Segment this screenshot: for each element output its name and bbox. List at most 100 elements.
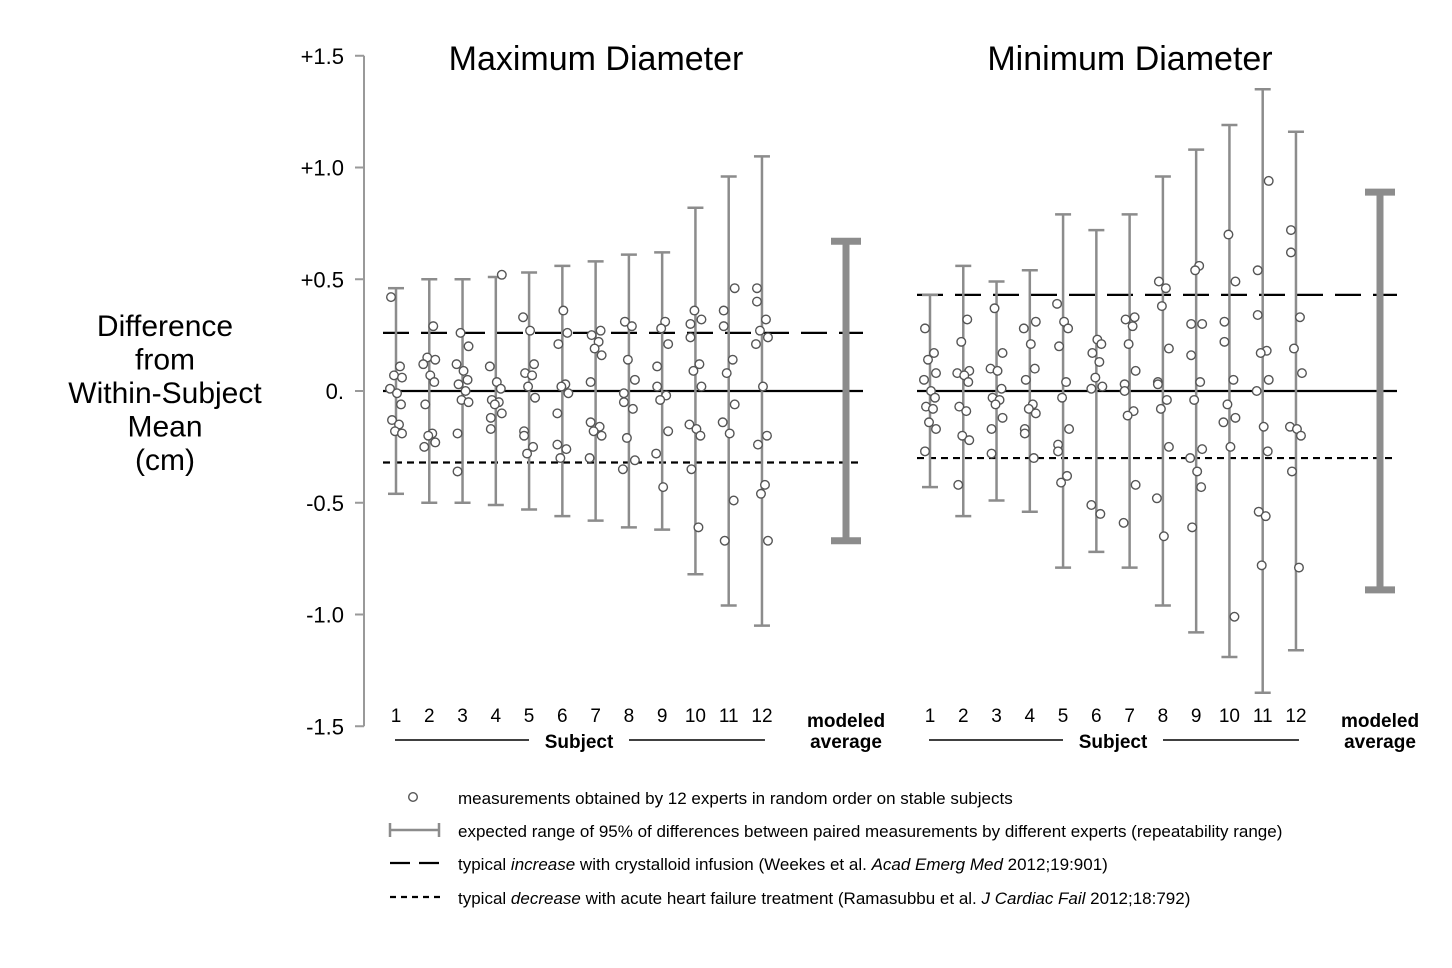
measurement-point (529, 359, 540, 370)
measurement-point (724, 428, 735, 439)
measurement-point (1130, 479, 1141, 490)
measurement-point (1253, 506, 1264, 517)
measurement-point (923, 354, 934, 365)
subject-9: 9 (1185, 148, 1208, 727)
measurement-point (463, 397, 474, 408)
measurement-point (1156, 301, 1167, 312)
subject-12: 12 (750, 155, 773, 727)
subject-6: 6 (1086, 228, 1108, 727)
measurement-point (489, 399, 500, 410)
measurement-point (528, 441, 539, 452)
measurement-point (553, 339, 564, 350)
measurement-point (751, 283, 762, 294)
measurement-point (1192, 466, 1203, 477)
measurement-point (496, 269, 507, 280)
measurement-point (460, 386, 471, 397)
measurement-point (1286, 466, 1297, 477)
measurement-point (430, 437, 441, 448)
measurement-point (1197, 444, 1208, 455)
measurement-point (1263, 175, 1274, 186)
measurement-point (518, 312, 529, 323)
modeled-average-label: average (1344, 732, 1416, 753)
measurement-point (695, 430, 706, 441)
measurement-point (1151, 493, 1162, 504)
measurement-point (1218, 417, 1229, 428)
measurement-point (757, 381, 768, 392)
measurement-point (929, 348, 940, 359)
measurement-point (552, 439, 563, 450)
measurement-point (696, 381, 707, 392)
measurement-point (996, 383, 1007, 394)
measurement-point (395, 361, 406, 372)
measurement-point (555, 453, 566, 464)
measurement-point (752, 439, 763, 450)
measurement-point (1061, 377, 1072, 388)
measurement-point (1030, 316, 1041, 327)
measurement-point (1097, 381, 1108, 392)
measurement-point (462, 374, 473, 385)
measurement-point (719, 535, 730, 546)
subject-tick-label: 9 (657, 706, 668, 727)
y-axis-label-line: Within-Subject (68, 377, 262, 410)
measurement-point (484, 361, 495, 372)
measurement-point (997, 412, 1008, 423)
subject-3: 3 (451, 278, 474, 727)
measurement-point (496, 408, 507, 419)
measurement-point (629, 374, 640, 385)
measurement-point (419, 441, 430, 452)
measurement-point (718, 321, 729, 332)
subject-tick-label: 3 (991, 706, 1002, 727)
measurement-point (1219, 316, 1230, 327)
measurement-point (585, 377, 596, 388)
measurement-point (761, 430, 772, 441)
y-tick-label: +1.0 (301, 156, 344, 181)
measurement-point (1294, 312, 1305, 323)
measurement-point (961, 406, 972, 417)
subject-tick-label: 7 (1124, 706, 1135, 727)
subject-1: 1 (385, 286, 408, 727)
measurement-point (931, 423, 942, 434)
measurement-point (589, 343, 600, 354)
measurement-point (663, 426, 674, 437)
subject-12: 12 (1284, 130, 1307, 727)
subject-tick-label: 4 (491, 706, 502, 727)
legend-circle-icon (408, 792, 419, 803)
measurement-point (522, 448, 533, 459)
subject-2: 2 (952, 264, 975, 727)
measurement-point (986, 448, 997, 459)
measurement-point (1053, 446, 1064, 457)
measurement-point (729, 283, 740, 294)
measurement-point (618, 397, 629, 408)
measurement-point (1263, 374, 1274, 385)
measurement-point (651, 448, 662, 459)
measurement-point (1256, 560, 1267, 571)
subject-tick-label: 7 (590, 706, 601, 727)
measurement-point (919, 374, 930, 385)
subject-7: 7 (1118, 213, 1141, 727)
subject-5: 5 (1052, 213, 1075, 727)
legend-item-circle: measurements obtained by 12 experts in r… (408, 789, 1013, 808)
measurement-point (386, 292, 397, 303)
measurement-point (1190, 265, 1201, 276)
measurement-point (596, 350, 607, 361)
subject-4: 4 (484, 269, 507, 727)
measurement-point (1223, 229, 1234, 240)
subject-10: 10 (1218, 123, 1241, 727)
subject-7: 7 (584, 260, 607, 727)
measurement-point (1122, 410, 1133, 421)
measurement-point (1153, 276, 1164, 287)
measurement-point (685, 318, 696, 329)
measurement-point (621, 432, 632, 443)
measurement-point (693, 522, 704, 533)
subject-5: 5 (518, 271, 541, 727)
measurement-point (1230, 412, 1241, 423)
measurement-point (1030, 408, 1041, 419)
subject-6: 6 (552, 264, 574, 727)
measurement-point (584, 453, 595, 464)
subject-1: 1 (919, 293, 942, 727)
measurement-point (1096, 339, 1107, 350)
subject-tick-label: 5 (524, 706, 535, 727)
measurement-point (1196, 482, 1207, 493)
